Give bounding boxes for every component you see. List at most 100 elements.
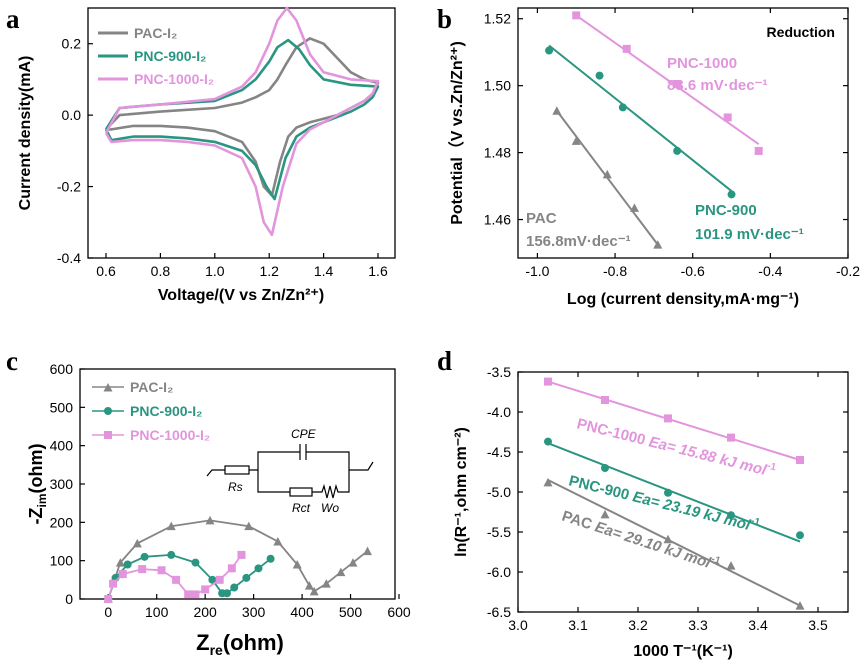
legend-label-pnc1000: PNC-1000-I₂ bbox=[134, 71, 214, 87]
panel-a-cv-chart: 0.6 0.8 1.0 1.2 1.4 1.6 0.2 0.0 -0.2 -0.4 PAC-I₂ … bbox=[17, 6, 396, 304]
eis-point-gray bbox=[205, 515, 215, 525]
fit-line-green bbox=[548, 44, 733, 192]
eis-point-green bbox=[191, 558, 200, 567]
x-tick-label: 300 bbox=[242, 604, 266, 620]
circuit-wire-bottom-left bbox=[257, 470, 290, 493]
legend-c-marker-pnc900 bbox=[104, 407, 112, 415]
x-tick-label: -1.0 bbox=[525, 263, 549, 279]
x-tick-label: -0.4 bbox=[758, 263, 782, 279]
y-tick-label: 1.48 bbox=[484, 145, 511, 161]
arrhenius-point-pink bbox=[727, 433, 735, 442]
eis-point-pink bbox=[215, 575, 224, 584]
x-tick-label: 0.6 bbox=[96, 263, 116, 279]
y-tick-label: 300 bbox=[50, 476, 74, 492]
circuit-label-cpe: CPE bbox=[291, 427, 317, 441]
eis-point-green bbox=[167, 550, 176, 559]
x-tick-label: 1.0 bbox=[205, 263, 225, 279]
x-tick-label: 3.0 bbox=[508, 617, 528, 633]
data-point-green bbox=[618, 103, 627, 112]
arrhenius-point-pink bbox=[796, 456, 804, 464]
arrhenius-point-gray bbox=[795, 601, 805, 610]
y-tick-label: -3.5 bbox=[487, 364, 511, 380]
panel-d-ticks: 3.0 3.1 3.2 3.3 3.4 3.5 -3.5 -4.0 -4.5 -5.0 -5.5 -6… bbox=[487, 364, 848, 633]
cv-curve-pink bbox=[104, 6, 380, 237]
panel-b-frame bbox=[517, 7, 849, 259]
panel-letter-d: d bbox=[437, 346, 452, 376]
data-point-pink bbox=[754, 146, 763, 155]
data-point-gray bbox=[552, 106, 562, 115]
data-point-gray bbox=[629, 203, 639, 212]
data-point-green bbox=[673, 146, 682, 155]
panel-letter-c: c bbox=[6, 346, 18, 376]
eis-point-gray bbox=[292, 560, 302, 569]
data-point-pink bbox=[622, 44, 631, 53]
eis-point-gray bbox=[363, 546, 372, 556]
x-tick-label: 3.3 bbox=[688, 617, 708, 633]
circuit-wire-top-left bbox=[249, 451, 300, 471]
arrhenius-point-gray bbox=[600, 509, 610, 519]
panel-b-series bbox=[545, 11, 763, 249]
y-tick-label: 600 bbox=[50, 361, 74, 377]
x-tick-label: 400 bbox=[290, 604, 314, 620]
arrhenius-point-gray bbox=[663, 534, 673, 544]
eis-point-green bbox=[208, 575, 217, 584]
panel-b-x-axis-title: Log (current density,mA·mg⁻¹) bbox=[567, 291, 799, 308]
y-tick-label: 400 bbox=[50, 438, 74, 454]
panel-b-tafel-chart: -1.0 -0.8 -0.6 -0.4 -0.2 1.52 1.50 1.48 1.46 Red… bbox=[448, 7, 860, 308]
eis-point-green bbox=[140, 552, 149, 561]
y-tick-label: 500 bbox=[50, 399, 74, 415]
legend-c-label-pnc1000: PNC-1000-I₂ bbox=[130, 427, 210, 443]
eis-point-green bbox=[222, 589, 231, 598]
arrhenius-point-pink bbox=[601, 396, 609, 404]
eis-point-pink bbox=[172, 575, 181, 584]
eis-point-green bbox=[242, 573, 251, 582]
eis-point-green bbox=[230, 583, 239, 592]
panel-letter-b: b bbox=[437, 4, 452, 34]
x-tick-label: -0.2 bbox=[836, 263, 860, 279]
arrhenius-fit-pink bbox=[547, 380, 801, 461]
y-tick-label: -4.0 bbox=[487, 404, 511, 420]
y-tick-label: 1.52 bbox=[484, 11, 511, 27]
x-tick-label: 0.8 bbox=[151, 263, 171, 279]
panel-b-y-axis-title: Potential（V vs.Zn/Zn²⁺) bbox=[448, 41, 466, 225]
circuit-warburg-wo bbox=[312, 470, 350, 499]
arrhenius-point-green bbox=[796, 531, 804, 540]
panel-c-eis-chart: 0 100 200 300 400 500 600 0 100 200 300 400 500 600 P… bbox=[26, 361, 411, 658]
data-point-green bbox=[545, 46, 554, 55]
eis-point-green bbox=[266, 554, 275, 563]
x-tick-label: 600 bbox=[387, 604, 411, 620]
eis-point-gray bbox=[115, 558, 125, 567]
legend-c-label-pac: PAC-I₂ bbox=[130, 379, 173, 395]
data-point-pink bbox=[572, 11, 581, 20]
panel-b-ticks: -1.0 -0.8 -0.6 -0.4 -0.2 1.52 1.50 1.48 1.46 bbox=[484, 8, 860, 279]
legend-c-marker-pac bbox=[103, 383, 113, 392]
panel-a-series bbox=[104, 6, 380, 237]
eis-point-gray bbox=[132, 538, 142, 548]
y-tick-label: 0 bbox=[65, 591, 73, 607]
panel-a-legend: PAC-I₂ PNC-900-I₂ PNC-1000-I₂ bbox=[98, 25, 214, 87]
panel-b-label-pnc1000: PNC-1000 bbox=[667, 55, 737, 72]
eis-point-green bbox=[254, 564, 263, 573]
y-tick-label: -5.5 bbox=[487, 524, 511, 540]
arrhenius-fit-gray bbox=[547, 479, 801, 607]
panel-b-label-pnc900: PNC-900 bbox=[695, 202, 757, 219]
arrhenius-point-green bbox=[601, 464, 609, 472]
x-tick-label: 3.1 bbox=[568, 617, 588, 633]
panel-b-label-pac: PAC bbox=[526, 210, 557, 227]
legend-c-label-pnc900: PNC-900-I₂ bbox=[130, 403, 202, 419]
y-tick-label: -4.5 bbox=[487, 444, 511, 460]
eis-point-gray bbox=[348, 558, 358, 567]
data-point-pink bbox=[723, 113, 732, 122]
data-point-gray bbox=[602, 169, 612, 179]
panel-a-frame bbox=[87, 7, 396, 259]
eis-point-pink bbox=[191, 590, 200, 599]
y-tick-label: -5.0 bbox=[487, 484, 511, 500]
eis-point-pink bbox=[138, 565, 147, 574]
circuit-resistor-rs bbox=[224, 465, 250, 475]
x-tick-label: 1.4 bbox=[314, 263, 334, 279]
y-tick-label: 0.2 bbox=[62, 36, 82, 52]
data-point-green bbox=[595, 71, 604, 80]
y-tick-label: -0.2 bbox=[57, 179, 81, 195]
panel-c-series bbox=[103, 515, 372, 603]
data-point-green bbox=[727, 190, 736, 199]
